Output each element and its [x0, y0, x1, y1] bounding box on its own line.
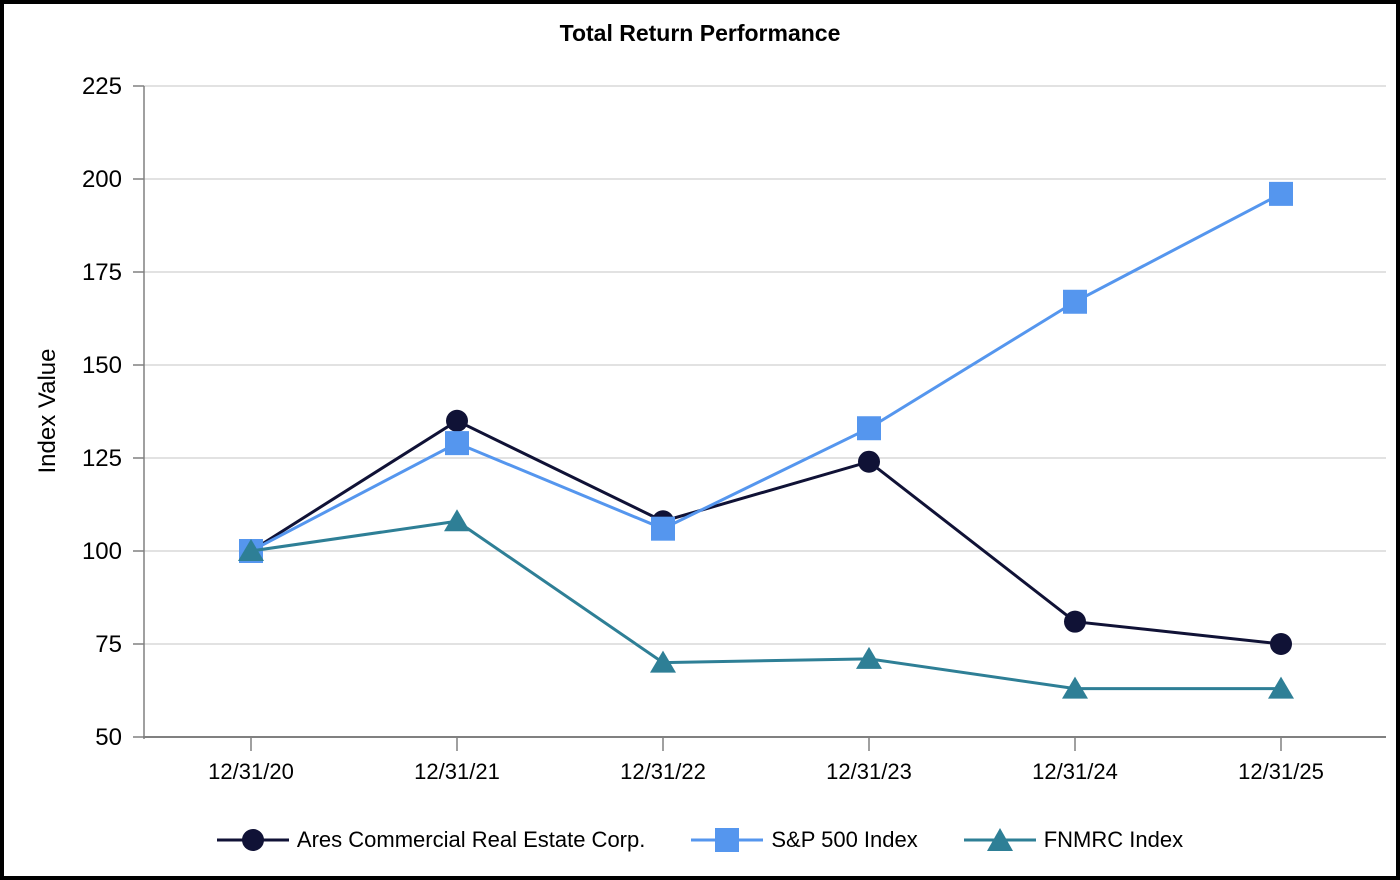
data-point-marker	[1270, 633, 1292, 655]
x-tick-label: 12/31/25	[1238, 759, 1324, 784]
y-tick-label: 100	[82, 538, 122, 565]
data-point-marker	[856, 646, 882, 669]
legend-item-3: FNMRC Index	[963, 826, 1184, 854]
legend-label: Ares Commercial Real Estate Corp.	[296, 827, 646, 852]
data-point-marker	[1063, 289, 1087, 314]
legend-label: S&P 500 Index	[771, 827, 918, 852]
chart-title: Total Return Performance	[559, 20, 841, 46]
triangle-marker-icon	[963, 828, 1036, 851]
legend-item-2: S&P 500 Index	[691, 826, 918, 854]
circle-marker-icon	[216, 829, 289, 851]
x-tick-label: 12/31/23	[826, 759, 912, 784]
legend-item-1: Ares Commercial Real Estate Corp.	[216, 826, 646, 854]
data-point-marker	[445, 431, 469, 456]
data-point-marker	[1268, 676, 1294, 699]
y-tick-label: 150	[82, 352, 122, 379]
series-line	[250, 419, 1282, 646]
x-tick-label: 12/31/22	[620, 759, 706, 784]
data-point-marker	[1064, 610, 1086, 633]
y-tick-label: 225	[82, 73, 122, 100]
x-tick-label: 12/31/24	[1032, 759, 1118, 784]
y-tick-label: 200	[82, 166, 122, 193]
data-point-marker	[446, 409, 468, 432]
series-line	[250, 192, 1282, 553]
legend: Ares Commercial Real Estate Corp. S&P 500…	[4, 826, 1396, 854]
x-tick-label: 12/31/20	[208, 759, 294, 784]
data-point-marker	[857, 416, 881, 441]
data-point-marker	[651, 516, 675, 541]
data-point-marker	[444, 509, 470, 532]
data-point-marker	[1062, 676, 1088, 699]
legend-label: FNMRC Index	[1043, 827, 1184, 852]
data-point-marker	[238, 539, 264, 561]
data-point-marker	[858, 450, 880, 473]
y-tick-label: 75	[95, 631, 122, 658]
data-point-marker	[650, 650, 676, 673]
series-line	[250, 519, 1281, 691]
y-tick-label: 125	[82, 445, 122, 472]
square-marker-icon	[691, 828, 764, 852]
x-tick-label: 12/31/21	[414, 759, 500, 784]
y-tick-label: 175	[82, 259, 122, 286]
y-tick-label: 50	[95, 724, 122, 751]
plot-area: 50 75 100 125 150 175 200 225 12/31/20 12/31/21 12…	[82, 73, 1386, 784]
data-point-marker	[1269, 181, 1293, 206]
